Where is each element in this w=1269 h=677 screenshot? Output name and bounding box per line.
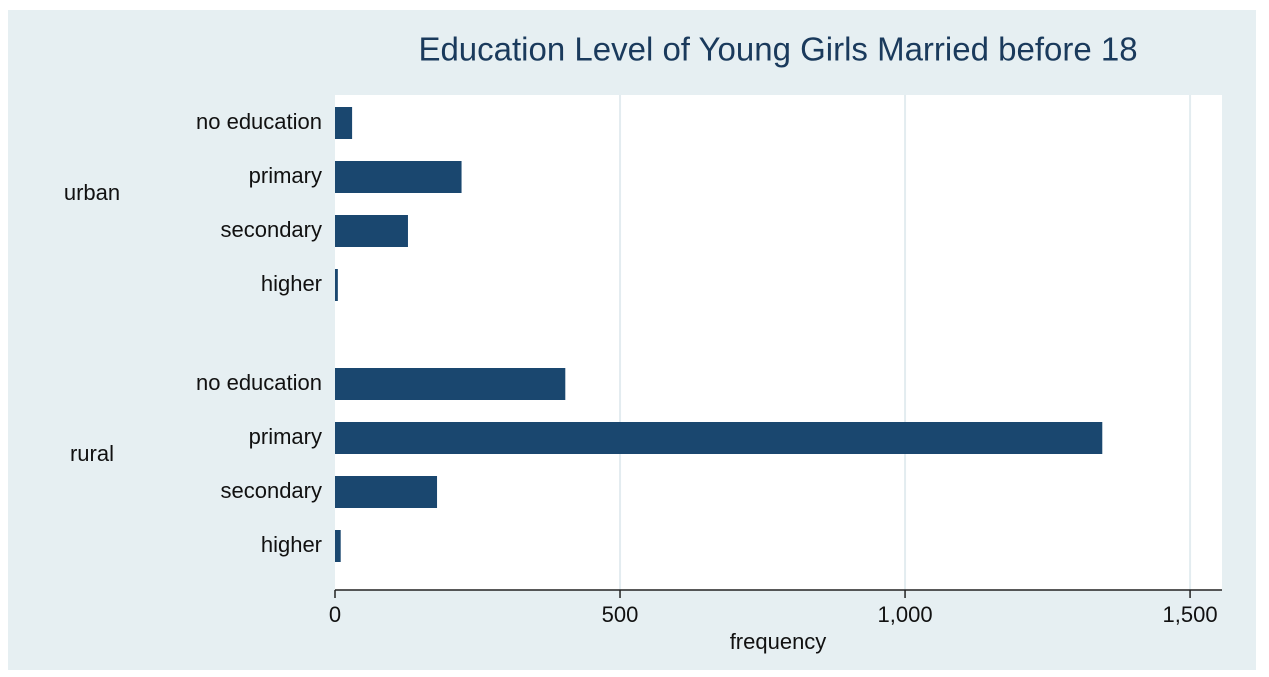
plot-area xyxy=(335,95,1222,590)
bar xyxy=(335,530,341,562)
bar xyxy=(335,107,353,139)
chart-title: Education Level of Young Girls Married b… xyxy=(418,31,1137,68)
y-tick-label: secondary xyxy=(220,478,322,503)
x-axis-title: frequency xyxy=(730,629,827,654)
y-tick-label: primary xyxy=(249,424,322,449)
x-tick-label: 1,000 xyxy=(878,602,933,627)
bar xyxy=(335,422,1103,454)
bar xyxy=(335,215,408,247)
x-tick-label: 1,500 xyxy=(1163,602,1218,627)
group-label: rural xyxy=(70,441,114,466)
y-tick-label: higher xyxy=(261,532,322,557)
y-tick-label: higher xyxy=(261,271,322,296)
x-tick-label: 500 xyxy=(602,602,639,627)
y-tick-label: no education xyxy=(196,109,322,134)
bar xyxy=(335,269,338,301)
y-tick-label: secondary xyxy=(220,217,322,242)
bar xyxy=(335,368,566,400)
bar xyxy=(335,161,462,193)
group-label: urban xyxy=(64,180,120,205)
y-tick-label: primary xyxy=(249,163,322,188)
y-tick-label: no education xyxy=(196,370,322,395)
bar xyxy=(335,476,438,508)
x-tick-label: 0 xyxy=(329,602,341,627)
